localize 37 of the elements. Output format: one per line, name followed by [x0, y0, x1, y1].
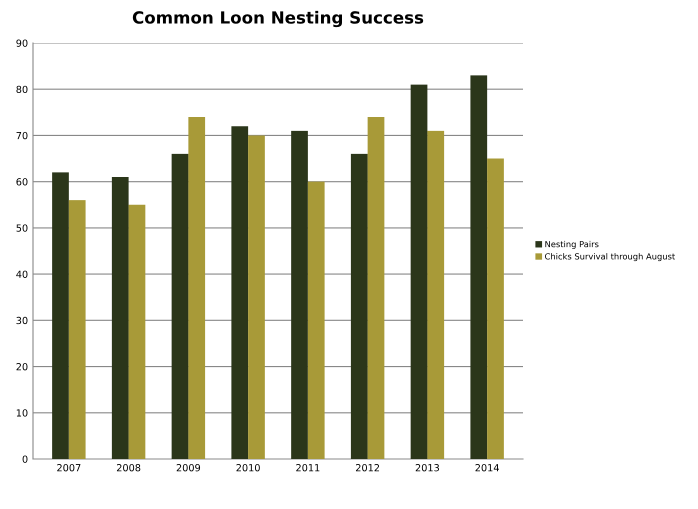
x-tick-label: 2013: [416, 464, 439, 472]
legend-label: Chicks Survival through August: [545, 253, 675, 262]
bar: [350, 154, 368, 459]
y-tick-label: 80: [16, 86, 28, 94]
x-tick-label: 2014: [475, 464, 499, 472]
y-tick-label: 60: [16, 178, 28, 186]
x-tick-label: 2011: [296, 464, 320, 472]
x-tick-label: 2009: [176, 464, 200, 472]
bar: [112, 177, 129, 459]
bar: [470, 75, 488, 459]
bar: [68, 200, 86, 459]
bar: [427, 130, 444, 459]
y-tick-label: 40: [16, 270, 28, 278]
bar: [128, 204, 146, 459]
x-tick-label: 2010: [236, 464, 260, 472]
y-tick-label: 90: [16, 39, 28, 47]
bar: [231, 126, 248, 459]
bar: [410, 84, 428, 459]
x-tick-label: 2007: [57, 464, 80, 472]
bar: [172, 154, 188, 459]
y-tick-label: 70: [16, 132, 28, 140]
bar: [248, 135, 265, 459]
x-tick-label: 2012: [356, 464, 380, 472]
bar: [188, 116, 206, 459]
x-tick-label: 2008: [116, 464, 140, 472]
bar: [308, 182, 325, 459]
bar: [487, 158, 504, 459]
y-tick-label: 50: [16, 224, 28, 232]
legend-label: Nesting Pairs: [545, 240, 599, 249]
bar: [368, 116, 384, 459]
bar: [291, 130, 308, 459]
y-tick-label: 0: [22, 455, 28, 463]
y-tick-label: 30: [16, 316, 28, 324]
bar: [52, 172, 69, 459]
chart-title: Common Loon Nesting Success: [132, 10, 424, 28]
y-tick-label: 20: [16, 363, 28, 370]
y-tick-label: 10: [16, 409, 28, 417]
